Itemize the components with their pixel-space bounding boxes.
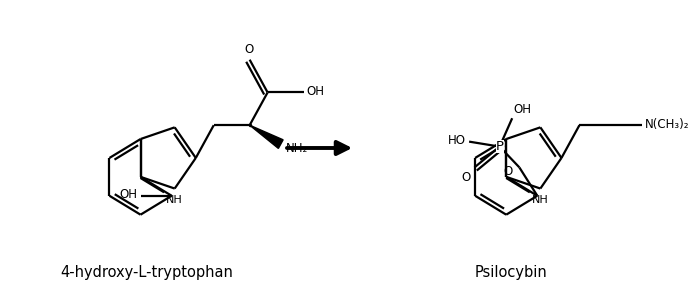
Text: HO: HO (448, 134, 466, 147)
Text: OH: OH (513, 103, 531, 116)
Text: P: P (495, 140, 504, 153)
Text: OH: OH (119, 188, 137, 201)
Text: 4-hydroxy-L-tryptophan: 4-hydroxy-L-tryptophan (61, 265, 234, 280)
Text: OH: OH (307, 85, 325, 98)
FancyArrowPatch shape (287, 142, 348, 154)
Text: NH: NH (532, 195, 549, 205)
Text: Psilocybin: Psilocybin (475, 265, 547, 280)
Text: NH: NH (166, 195, 183, 205)
Text: N(CH₃)₂: N(CH₃)₂ (645, 118, 690, 131)
Text: NH₂: NH₂ (286, 142, 308, 155)
Polygon shape (250, 125, 283, 149)
Text: O: O (244, 43, 253, 56)
Text: O: O (462, 171, 471, 184)
Text: O: O (504, 165, 513, 178)
